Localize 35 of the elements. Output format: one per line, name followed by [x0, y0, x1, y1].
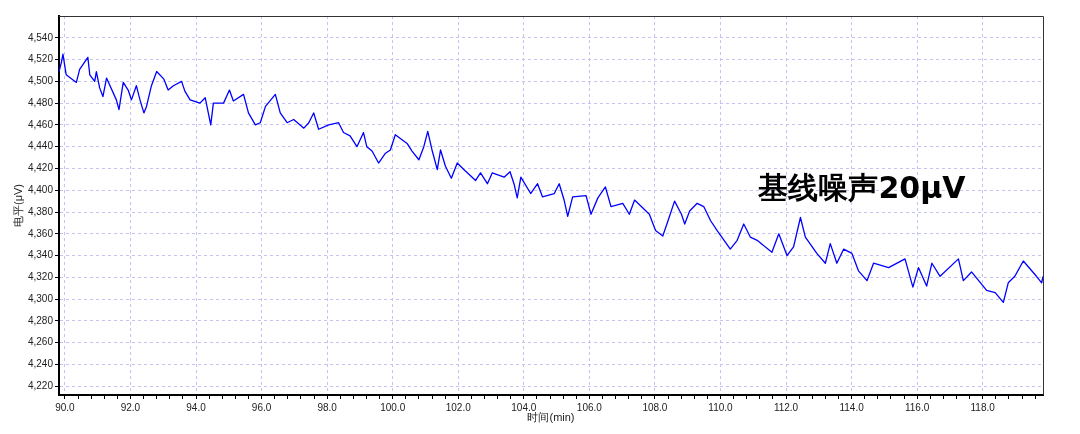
x-tick-label: 96.0: [251, 401, 272, 413]
x-tick-label: 94.0: [186, 401, 207, 413]
y-tick-label: 4,520: [27, 53, 54, 65]
y-tick-label: 4,400: [27, 184, 54, 195]
x-tick-label: 114.0: [839, 401, 865, 413]
x-tick-label: 112.0: [773, 401, 799, 413]
y-tick-label: 4,460: [27, 118, 54, 130]
x-tick-label: 118.0: [970, 401, 996, 413]
y-tick-label: 4,440: [27, 140, 54, 152]
y-tick-label: 4,280: [27, 314, 54, 326]
y-tick-label: 4,300: [27, 292, 54, 304]
x-tick-label: 90.0: [55, 401, 76, 413]
y-tick-label: 4,540: [27, 31, 54, 43]
x-tick-label: 116.0: [904, 401, 930, 413]
x-tick-label: 104.0: [511, 401, 537, 413]
x-axis-title: 时间(min): [527, 411, 575, 424]
x-tick-label: 108.0: [642, 401, 668, 413]
y-tick-label: 4,480: [27, 96, 54, 108]
y-tick-label: 4,240: [27, 358, 54, 370]
x-tick-label: 100.0: [380, 401, 406, 413]
annotation: 基线噪声20μV: [757, 169, 967, 205]
y-tick-label: 4,360: [27, 227, 54, 239]
x-tick-label: 92.0: [120, 401, 141, 413]
x-tick-label: 110.0: [708, 401, 734, 413]
x-tick-label: 106.0: [576, 401, 603, 413]
y-tick-label: 4,220: [27, 380, 54, 392]
y-tick-label: 4,320: [27, 271, 54, 283]
y-tick-label: 4,420: [27, 162, 54, 174]
y-tick-label: 4,500: [27, 75, 54, 87]
y-tick-label: 4,380: [27, 205, 54, 217]
y-tick-label: 4,260: [27, 336, 54, 348]
x-tick-label: 102.0: [445, 401, 472, 413]
y-tick-label: 4,340: [27, 249, 54, 261]
y-axis-title: 电平(μV): [11, 183, 24, 228]
x-tick-label: 98.0: [317, 401, 338, 413]
